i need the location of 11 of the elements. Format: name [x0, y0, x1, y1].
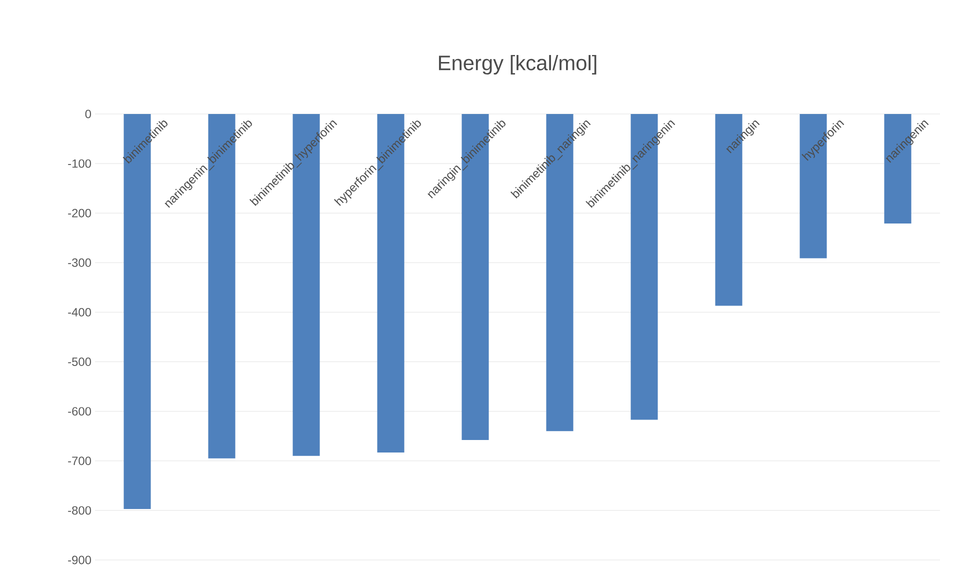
y-tick-label: -600	[68, 407, 92, 416]
y-tick-label: -200	[68, 208, 92, 218]
y-tick-label: -500	[68, 358, 92, 366]
y-tick-label: -300	[68, 258, 92, 267]
y-tick-label: -700	[68, 456, 92, 466]
y-tick-label: -800	[68, 506, 92, 515]
y-tick-label: 0	[85, 110, 92, 118]
y-tick-label: -100	[68, 159, 92, 168]
y-tick-label: -400	[68, 308, 92, 316]
chart-title: Energy [kcal/mol]	[438, 54, 596, 74]
y-tick-label: -900	[68, 556, 92, 564]
